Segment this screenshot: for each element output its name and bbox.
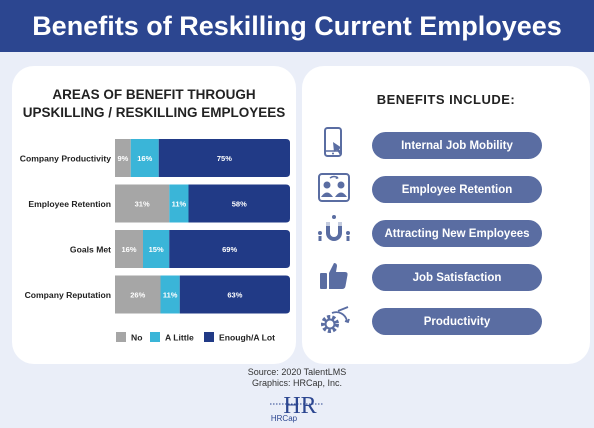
benefits-panel: BENEFITS INCLUDE: Internal Job Mobil (302, 66, 590, 364)
category-label: Goals Met (70, 245, 111, 255)
benefit-pill-employee-retention: Employee Retention (372, 176, 542, 203)
benefit-pill-internal-job-mobility: Internal Job Mobility (372, 132, 542, 159)
logo-text: HRCap (271, 414, 298, 423)
source-line: Source: 2020 TalentLMS (247, 367, 347, 377)
bar-segment (130, 139, 159, 177)
data-label: 69% (222, 245, 237, 254)
benefits-title: BENEFITS INCLUDE: (376, 92, 516, 107)
data-label: 63% (227, 291, 242, 300)
bar-segment (143, 230, 170, 268)
chart-title-line-1: AREAS OF BENEFIT THROUGH (52, 87, 256, 102)
legend-swatch (204, 332, 214, 342)
legend-label: Enough/A Lot (219, 333, 275, 343)
data-label: 75% (217, 154, 232, 163)
bar-segment (115, 184, 170, 223)
legend-label: No (131, 333, 142, 343)
bar-segment (158, 139, 290, 177)
graphics-credit: Graphics: HRCap, Inc. (251, 378, 343, 388)
team-exchange-icon (318, 173, 350, 202)
chart-panel: AREAS OF BENEFIT THROUGH UPSKILLING / RE… (12, 66, 296, 364)
chart-title-line-2: UPSKILLING / RESKILLING EMPLOYEES (22, 105, 286, 120)
data-label: 58% (232, 200, 247, 209)
hrcap-logo: HR HRCap (270, 393, 324, 423)
bar-segment (115, 275, 161, 314)
phone-touch-icon (324, 127, 342, 157)
stacked-bar-chart: Company Productivity 9% 16% 75% Employee Ret… (20, 139, 290, 343)
benefit-pill-job-satisfaction: Job Satisfaction (372, 264, 542, 291)
data-label: 26% (130, 291, 145, 300)
gear-arrow-icon (321, 306, 350, 333)
data-label: 11% (163, 291, 178, 300)
chart-title: AREAS OF BENEFIT THROUGH UPSKILLING / RE… (12, 86, 296, 122)
bar-segment (160, 275, 180, 314)
bar-segment (169, 230, 290, 268)
data-label: 16% (121, 245, 136, 254)
bar-segment (179, 275, 290, 314)
legend-swatch (150, 332, 160, 342)
category-label: Company Productivity (20, 154, 111, 164)
data-label: 16% (137, 154, 152, 163)
bar-segment (188, 184, 290, 223)
category-label: Company Reputation (25, 290, 111, 300)
bar-segment (169, 184, 189, 223)
data-label: 11% (172, 200, 187, 209)
data-label: 9% (117, 154, 128, 163)
data-label: 15% (149, 245, 164, 254)
logo-mark: HR (283, 393, 316, 419)
source-note: Source: 2020 TalentLMS Graphics: HRCap, … (0, 367, 594, 389)
legend-label: A Little (165, 333, 194, 343)
bar-segment (115, 139, 131, 177)
magnet-people-icon (318, 215, 350, 241)
benefit-pill-productivity: Productivity (372, 308, 542, 335)
page-title: Benefits of Reskilling Current Employees (0, 0, 594, 52)
thumbs-up-icon (320, 263, 348, 289)
bar-segment (115, 230, 143, 268)
benefit-pill-attracting-new-employees: Attracting New Employees (372, 220, 542, 247)
legend-swatch (116, 332, 126, 342)
category-label: Employee Retention (28, 199, 111, 209)
data-label: 31% (135, 200, 150, 209)
